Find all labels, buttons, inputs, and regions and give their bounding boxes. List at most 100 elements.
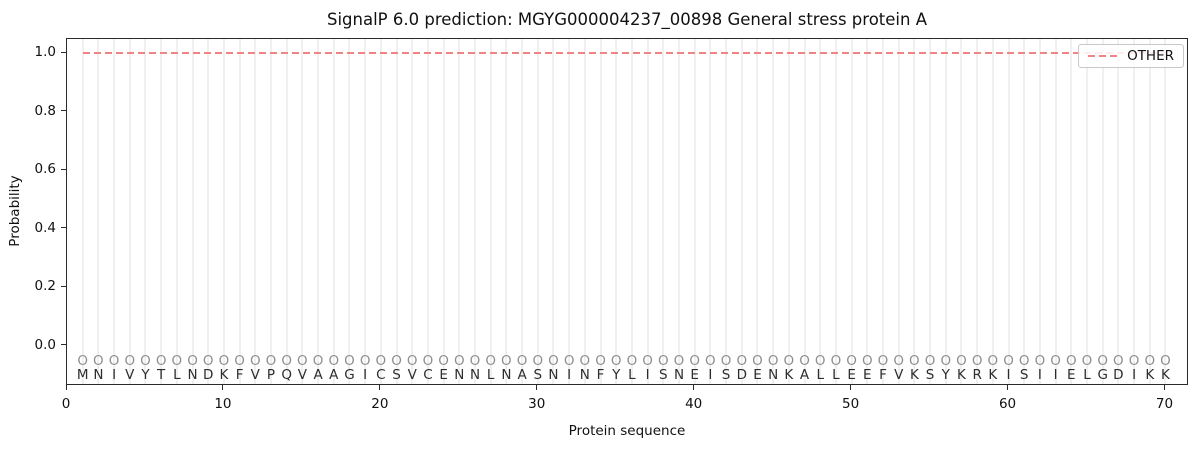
residue-prediction-marker: O [579, 352, 591, 369]
residue-letter: I [1132, 367, 1137, 384]
gridline [552, 39, 555, 384]
residue-letter: N [469, 367, 481, 384]
gridline [1101, 39, 1104, 384]
gridline [222, 39, 225, 384]
residue-prediction-marker: O [642, 352, 653, 369]
residue-prediction-marker: O [595, 352, 606, 369]
residue-letter: M [76, 367, 89, 384]
residue-prediction-marker: O [249, 352, 261, 369]
residue-letter: K [784, 367, 794, 384]
y-tick-mark [61, 51, 66, 53]
gridline [458, 39, 461, 384]
residue-letter: L [173, 367, 181, 384]
gridline [411, 39, 414, 384]
residue-prediction-marker: O [1113, 352, 1124, 369]
residue-letter: F [596, 367, 605, 384]
gridline [301, 39, 304, 384]
x-tick-label: 70 [1155, 396, 1174, 412]
residue-letter: N [548, 367, 559, 384]
residue-letter: E [439, 367, 448, 384]
residue-letter: L [486, 367, 495, 384]
residue-prediction-marker: O [202, 352, 214, 369]
gridline [521, 39, 524, 384]
residue-prediction-marker: O [736, 352, 748, 369]
gridline [615, 39, 618, 384]
gridline [583, 39, 586, 384]
gridline [897, 39, 900, 384]
residue-prediction-marker: O [422, 352, 434, 369]
residue-letter: I [112, 367, 117, 384]
gridline [976, 39, 979, 384]
gridline [1086, 39, 1088, 384]
residue-letter: T [157, 367, 166, 384]
residue-letter: Y [612, 367, 621, 384]
residue-prediction-marker: O [1097, 352, 1108, 369]
residue-prediction-marker: O [93, 352, 104, 369]
residue-prediction-marker: O [720, 352, 732, 369]
gridline [285, 39, 288, 384]
gridline [160, 39, 163, 384]
other-series-dashed-line [82, 52, 1166, 55]
residue-letter: V [407, 367, 417, 384]
residue-prediction-marker: O [689, 352, 700, 369]
residue-letter: Y [941, 367, 950, 384]
residue-letter: G [344, 367, 355, 384]
x-tick-mark [536, 385, 538, 390]
residue-letter: S [721, 367, 731, 384]
residue-prediction-marker: O [187, 352, 198, 369]
residue-prediction-marker: O [940, 352, 952, 369]
gridline [505, 39, 508, 384]
gridline [489, 39, 492, 384]
residue-prediction-marker: O [893, 352, 904, 369]
residue-letter: I [1006, 367, 1011, 384]
residue-letter: L [816, 367, 824, 384]
residue-letter: A [313, 367, 323, 384]
residue-prediction-marker: O [1065, 352, 1077, 369]
gridline [866, 39, 869, 384]
gridline [1133, 39, 1136, 384]
residue-letter: S [533, 367, 543, 384]
y-tick-mark [61, 110, 66, 112]
residue-letter: S [1019, 367, 1029, 384]
gridline [960, 39, 963, 384]
gridline [756, 39, 759, 384]
residue-prediction-marker: O [548, 352, 559, 369]
residue-letter: L [628, 367, 636, 384]
residue-letter: A [329, 367, 339, 384]
residue-letter: I [1037, 367, 1042, 384]
gridline [1164, 39, 1167, 384]
gridline [379, 39, 382, 384]
y-tick-label: 1.0 [34, 44, 56, 61]
gridline [646, 39, 649, 384]
gridline [662, 39, 665, 384]
gridline [97, 39, 100, 384]
gridline [1023, 39, 1026, 384]
residue-prediction-marker: O [77, 352, 88, 369]
gridline [630, 39, 633, 384]
residue-letter: E [863, 367, 872, 384]
residue-prediction-marker: O [956, 352, 967, 369]
y-tick-label: 0.6 [34, 161, 56, 178]
gridline [144, 39, 147, 384]
residue-prediction-marker: O [140, 352, 151, 369]
residue-prediction-marker: O [1034, 352, 1046, 369]
residue-letter: I [567, 367, 572, 384]
residue-letter: Q [281, 367, 292, 384]
gridline [1007, 39, 1010, 384]
residue-prediction-marker: O [830, 352, 842, 369]
residue-letter: D [1113, 367, 1124, 384]
residue-prediction-marker: O [171, 352, 183, 369]
residue-letter: V [297, 367, 307, 384]
residue-letter: A [517, 367, 527, 384]
gridline [207, 39, 210, 384]
gridline [1054, 39, 1057, 384]
residue-letter: G [1097, 367, 1108, 384]
gridline [536, 39, 539, 384]
x-tick-mark [693, 385, 695, 390]
residue-letter: N [187, 367, 198, 384]
y-tick-mark [61, 344, 66, 346]
residue-letter: C [423, 367, 433, 384]
gridline [803, 39, 806, 384]
gridline [850, 39, 853, 384]
gridline [772, 39, 775, 384]
